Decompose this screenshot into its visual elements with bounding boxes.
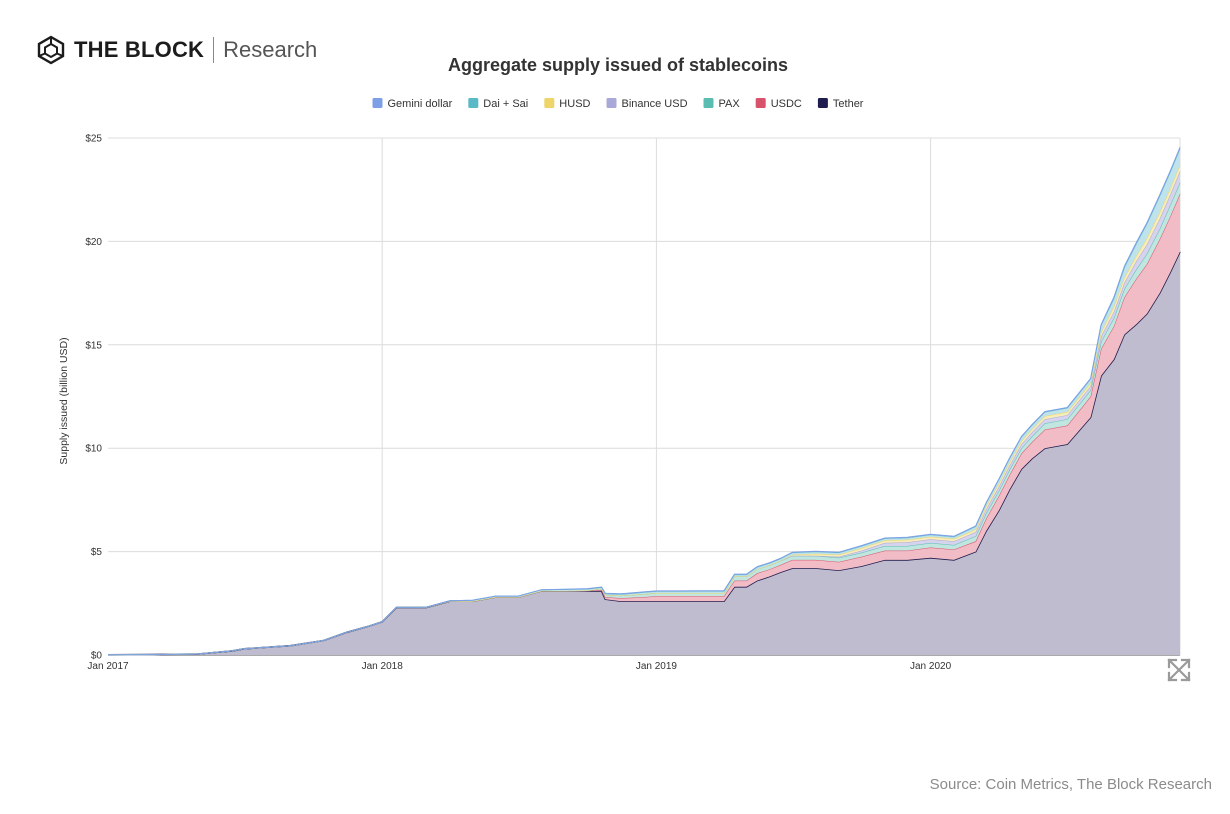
legend-swatch bbox=[755, 98, 766, 108]
x-tick-label: Jan 2018 bbox=[362, 661, 404, 672]
legend-label: Tether bbox=[833, 98, 864, 110]
y-tick-label: $5 bbox=[91, 547, 103, 558]
legend: Gemini dollar Dai + Sai HUSD Binance USD PAX… bbox=[372, 98, 864, 110]
x-tick-label: Jan 2019 bbox=[636, 661, 678, 672]
legend-swatch bbox=[468, 98, 479, 108]
y-tick-label: $10 bbox=[85, 444, 102, 455]
legend-item[interactable]: Gemini dollar bbox=[372, 98, 453, 110]
legend-swatch bbox=[372, 98, 383, 108]
axes: $0 $5 $10 $15 $20 $25 Jan 2017 Jan 2018 Jan 2019… bbox=[85, 134, 951, 673]
y-tick-label: $15 bbox=[85, 340, 102, 351]
line-gemini-dollar bbox=[107, 147, 1181, 656]
legend-label: Dai + Sai bbox=[483, 98, 528, 110]
y-axis-title: Supply issued (billion USD) bbox=[58, 337, 70, 464]
brand-name: THE BLOCK bbox=[74, 37, 205, 62]
source-note: Source: Coin Metrics, The Block Research bbox=[929, 776, 1212, 793]
legend-swatch bbox=[817, 98, 828, 108]
y-tick-label: $20 bbox=[85, 237, 102, 248]
series-areas bbox=[107, 147, 1181, 656]
legend-label: Gemini dollar bbox=[388, 98, 453, 110]
expand-arrows-icon[interactable] bbox=[1165, 656, 1193, 684]
legend-swatch bbox=[606, 98, 617, 108]
y-tick-label: $25 bbox=[85, 134, 102, 145]
y-tick-label: $0 bbox=[91, 651, 103, 662]
x-tick-label: Jan 2017 bbox=[87, 661, 129, 672]
legend-swatch bbox=[544, 98, 555, 108]
chart-title: Aggregate supply issued of stablecoins bbox=[447, 55, 789, 75]
legend-label: USDC bbox=[771, 98, 802, 110]
legend-item[interactable]: Tether bbox=[817, 98, 864, 110]
legend-swatch bbox=[703, 98, 714, 108]
legend-label: HUSD bbox=[559, 98, 590, 110]
brand-subtitle: Research bbox=[223, 37, 318, 62]
legend-item[interactable]: PAX bbox=[703, 98, 741, 110]
legend-label: Binance USD bbox=[622, 98, 688, 110]
brand-divider bbox=[213, 37, 215, 63]
brand-logo: THE BLOCK Research bbox=[36, 33, 317, 67]
x-tick-label: Jan 2020 bbox=[910, 661, 952, 672]
cube-hexagon-icon bbox=[37, 35, 65, 65]
legend-item[interactable]: Binance USD bbox=[606, 98, 688, 110]
legend-item[interactable]: Dai + Sai bbox=[468, 98, 528, 110]
area-tether bbox=[108, 251, 1180, 655]
legend-item[interactable]: USDC bbox=[755, 98, 802, 110]
legend-label: PAX bbox=[719, 98, 741, 110]
legend-item[interactable]: HUSD bbox=[544, 98, 591, 110]
